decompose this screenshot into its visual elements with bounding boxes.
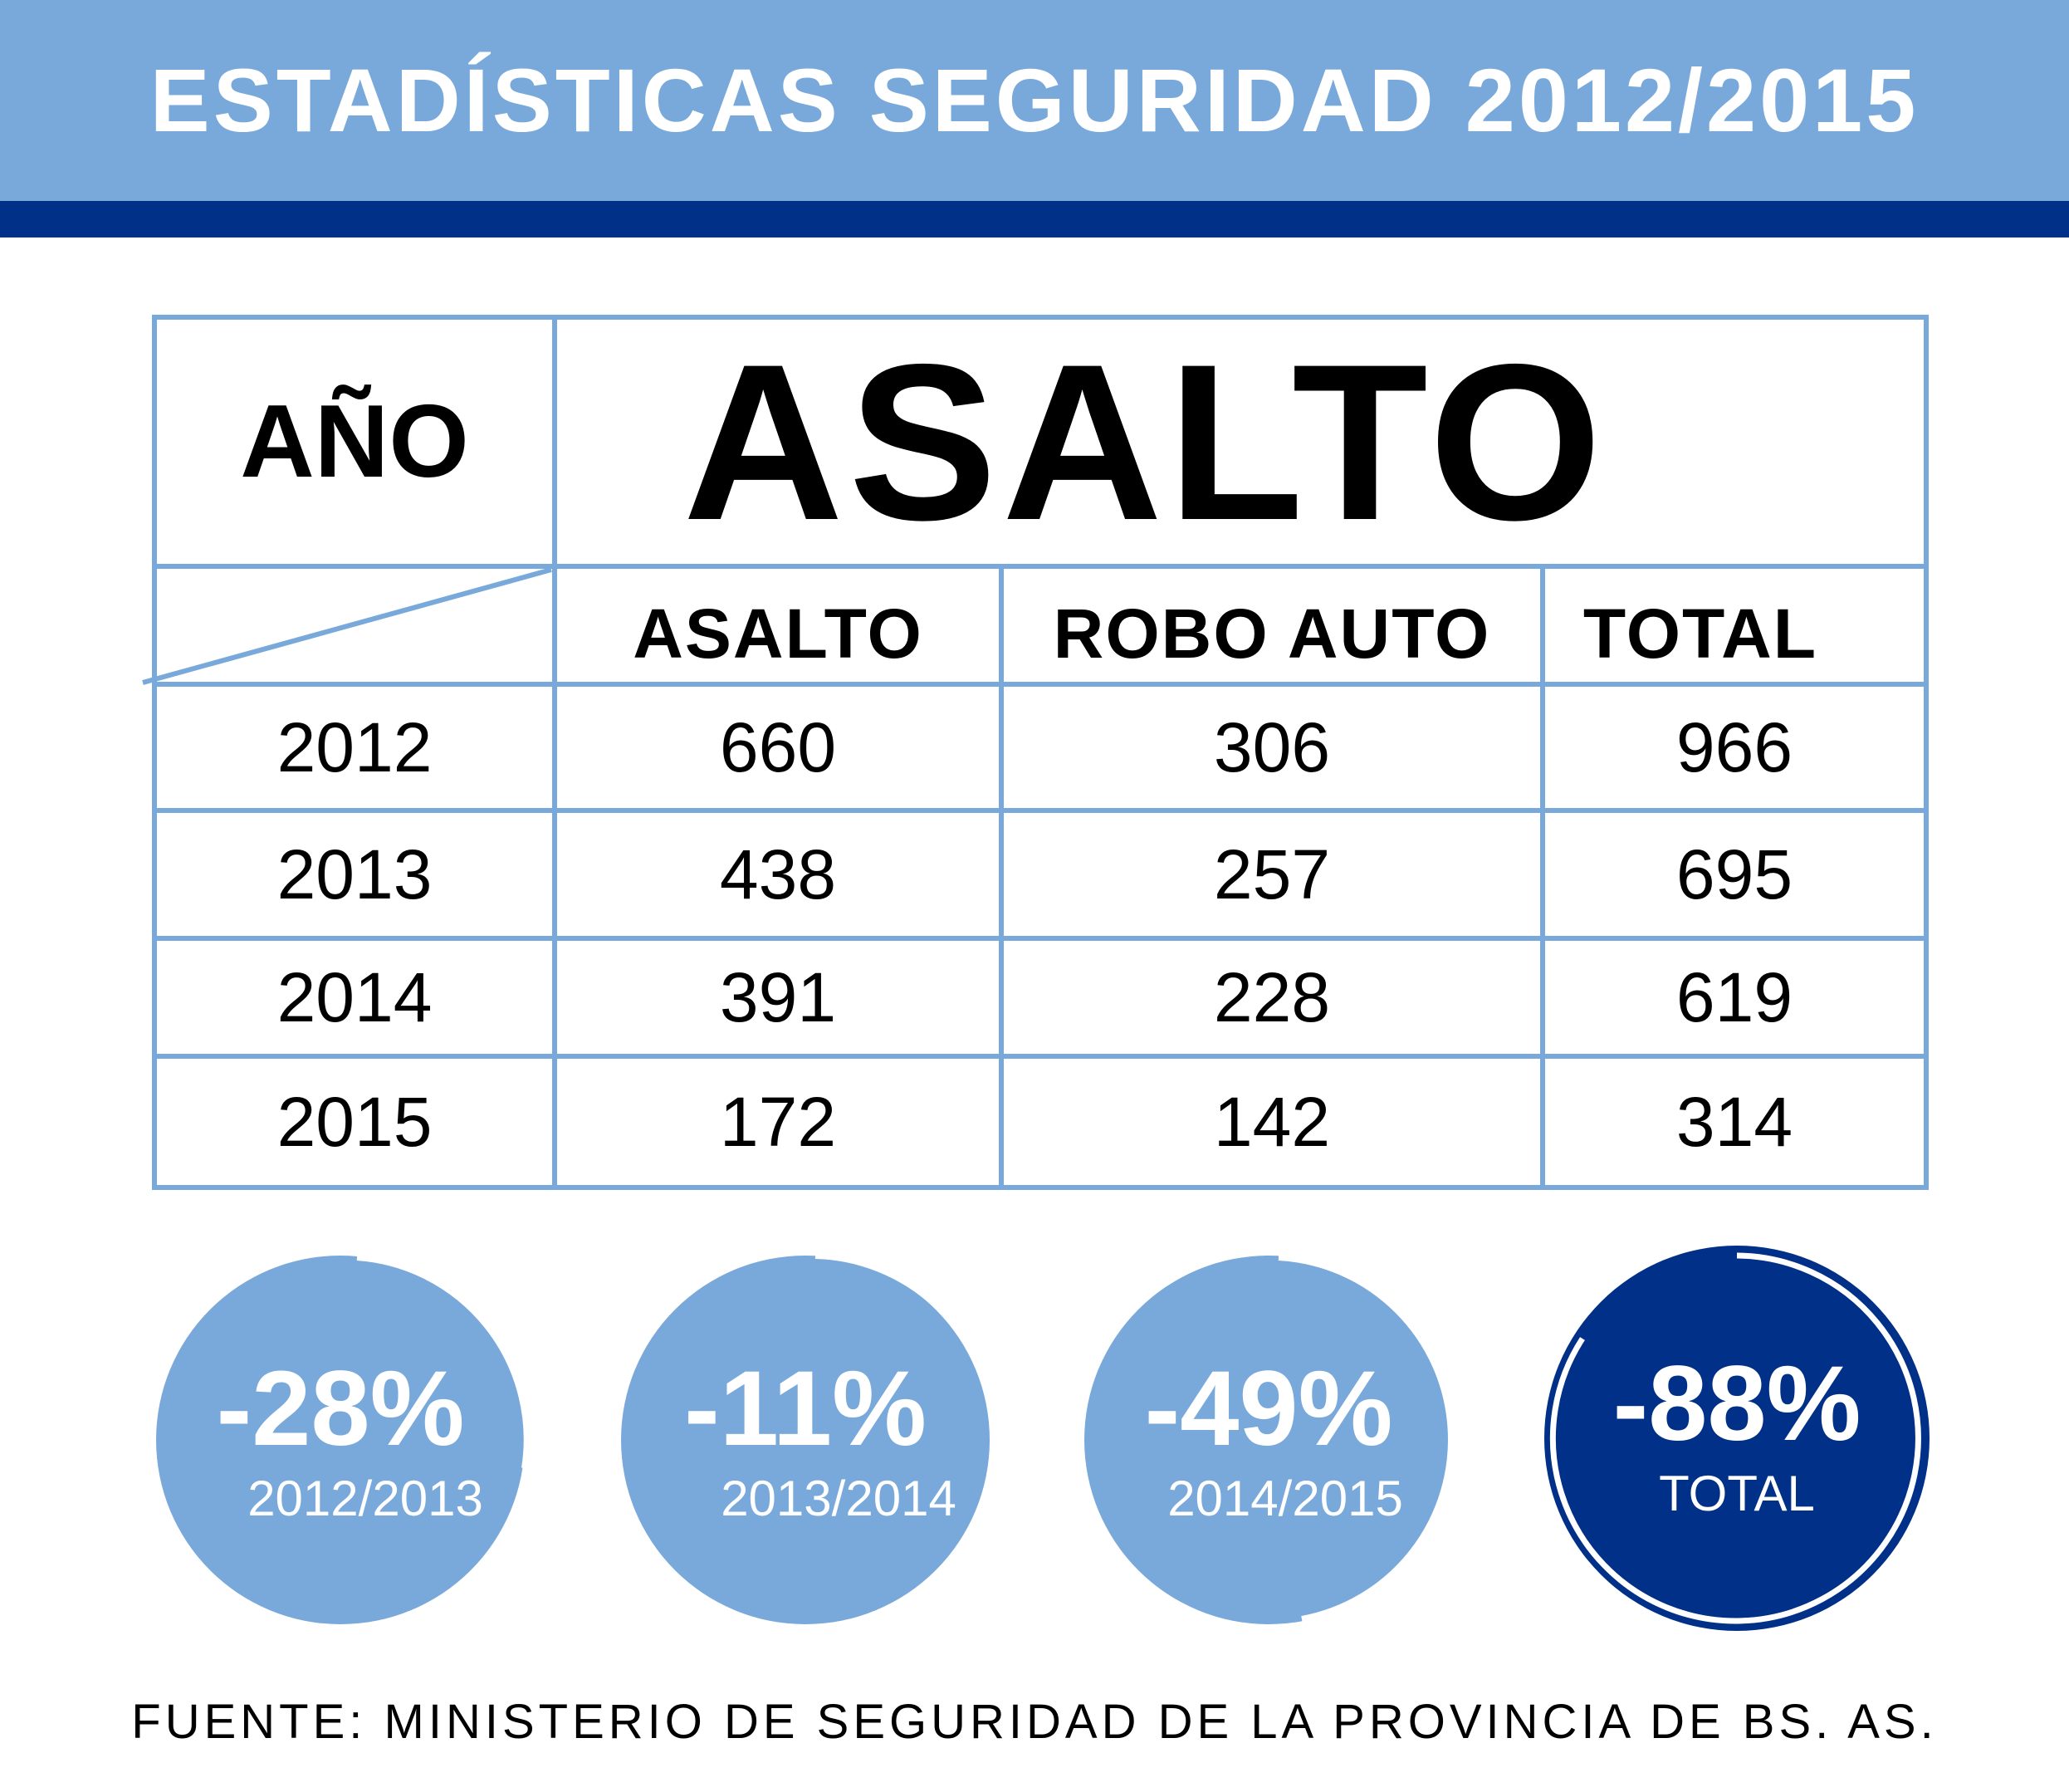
column-header-asalto: ASALTO <box>633 595 923 673</box>
robo-auto-cell: 306 <box>1213 708 1331 786</box>
asalto-cell: 172 <box>719 1083 837 1161</box>
total-cell: 695 <box>1675 835 1793 913</box>
total-cell: 619 <box>1675 958 1793 1036</box>
badge-percent: -49% <box>1144 1349 1393 1468</box>
robo-auto-cell: 228 <box>1213 958 1331 1036</box>
year-cell: 2014 <box>276 958 433 1036</box>
year-cell: 2012 <box>276 708 433 786</box>
badge-disc <box>621 1256 990 1624</box>
badge-period: 2014/2015 <box>1167 1471 1403 1526</box>
column-header-robo-auto: ROBO AUTO <box>1053 595 1491 673</box>
badge-percent: -11% <box>684 1349 927 1468</box>
column-header-total: TOTAL <box>1582 595 1818 673</box>
change-badge-2012-2013: -28% 2012/2013 <box>154 1247 553 1646</box>
asalto-cell: 660 <box>719 708 837 786</box>
badge-percent: -88% <box>1612 1344 1861 1463</box>
badge-disc <box>1544 1246 1930 1631</box>
badge-progress-arc <box>356 1254 531 1469</box>
asalto-cell: 438 <box>719 835 837 913</box>
change-badge-2014-2015: -49% 2014/2015 <box>1083 1247 1481 1646</box>
title-underline-band <box>0 201 2069 237</box>
year-cell: 2015 <box>276 1083 433 1161</box>
change-badge-total: -88% TOTAL <box>1541 1239 1939 1638</box>
badge-percent: -28% <box>216 1349 465 1468</box>
table-border <box>152 315 1929 1190</box>
page-title: ESTADÍSTICAS SEGURIDAD 2012/2015 <box>149 50 1920 150</box>
badge-disc <box>156 1256 525 1624</box>
badge-progress-arc <box>814 1252 937 1306</box>
robo-auto-cell: 257 <box>1213 835 1331 913</box>
asalto-cell: 391 <box>719 958 837 1036</box>
year-cell: 2013 <box>276 835 433 913</box>
badge-disc <box>1084 1256 1453 1624</box>
badge-period: 2012/2013 <box>247 1471 483 1526</box>
source-note: FUENTE: MINISTERIO DE SEGURIDAD DE LA PR… <box>131 1695 1938 1749</box>
robo-auto-cell: 142 <box>1213 1083 1331 1161</box>
total-cell: 314 <box>1675 1083 1793 1161</box>
badge-period: TOTAL <box>1659 1466 1815 1521</box>
diagonal-divider <box>142 567 552 685</box>
title-banner: ESTADÍSTICAS SEGURIDAD 2012/2015 <box>0 0 2069 201</box>
group-header: ASALTO <box>682 317 1607 566</box>
badge-progress-arc <box>1549 1252 1921 1624</box>
badge-period: 2013/2014 <box>721 1471 956 1526</box>
badge-progress-arc <box>1278 1254 1455 1623</box>
change-badge-2013-2014: -11% 2013/2014 <box>619 1247 1018 1646</box>
total-cell: 966 <box>1675 708 1793 786</box>
year-header: AÑO <box>240 384 469 499</box>
